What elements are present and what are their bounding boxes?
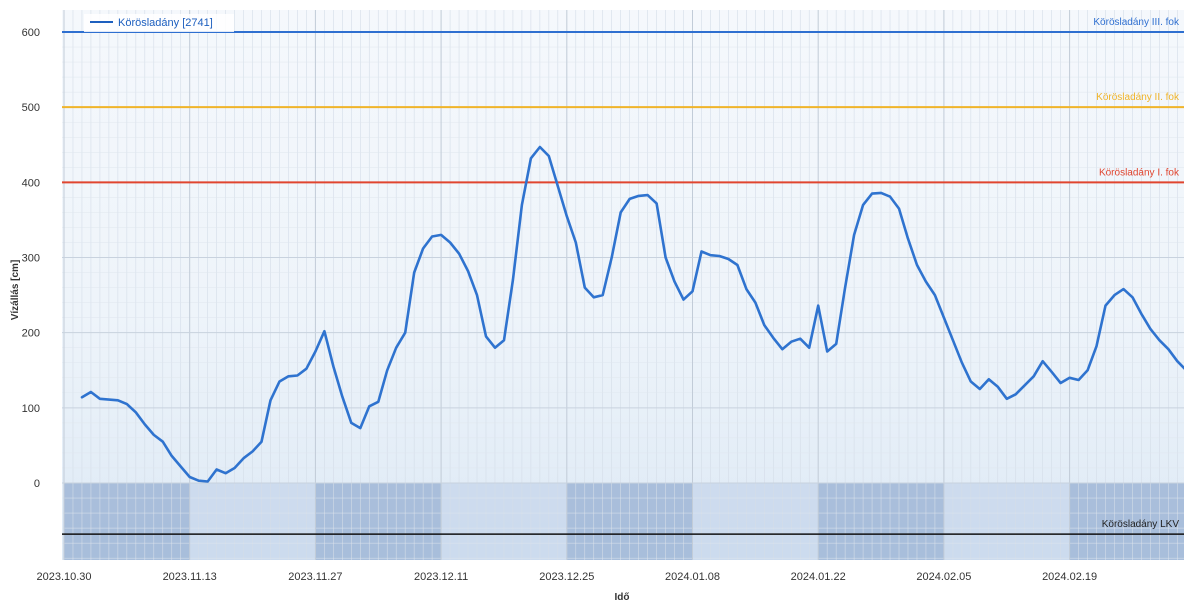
x-tick-label: 2024.02.19 — [1042, 571, 1097, 583]
reference-line-label: Körösladány III. fok — [1093, 17, 1180, 28]
x-tick-label: 2024.01.22 — [791, 571, 846, 583]
series-line — [80, 145, 1184, 483]
reference-line-label: Körösladány II. fok — [1096, 92, 1180, 103]
reference-line-label: Körösladány LKV — [1102, 519, 1180, 530]
reference-line-label: Körösladány I. fok — [1099, 167, 1180, 178]
grid — [62, 10, 1184, 560]
y-tick-label: 100 — [22, 403, 40, 415]
x-tick-label: 2023.11.13 — [163, 571, 217, 583]
y-axis-title: Vízállás [cm] — [10, 260, 21, 321]
legend: Körösladány [2741] — [84, 14, 234, 32]
y-tick-label: 300 — [22, 253, 40, 265]
series-layer — [80, 145, 1184, 483]
x-tick-label: 2023.12.25 — [539, 571, 594, 583]
x-tick-label: 2023.10.30 — [36, 571, 91, 583]
x-axis-title: Idő — [615, 592, 630, 603]
y-tick-label: 600 — [22, 27, 40, 39]
x-tick-label: 2023.12.11 — [414, 571, 468, 583]
y-tick-label: 400 — [22, 177, 40, 189]
x-tick-label: 2024.02.05 — [916, 571, 971, 583]
legend-label: Körösladány [2741] — [118, 17, 213, 29]
plot-background — [62, 10, 1184, 560]
y-tick-label: 500 — [22, 102, 40, 114]
y-tick-label: 0 — [34, 478, 40, 490]
reference-lines: Körösladány III. fok Körösladány II. fok K… — [62, 17, 1184, 535]
negative-band — [1069, 483, 1184, 560]
y-tick-label: 200 — [22, 328, 40, 340]
x-tick-label: 2024.01.08 — [665, 571, 720, 583]
y-axis-ticks: 0 100 200 300 400 500 600 — [22, 27, 40, 490]
x-axis-ticks: 2023.10.30 2023.11.13 2023.11.27 2023.12.11… — [36, 571, 1097, 583]
legend-box — [84, 14, 234, 32]
x-tick-label: 2023.11.27 — [288, 571, 342, 583]
